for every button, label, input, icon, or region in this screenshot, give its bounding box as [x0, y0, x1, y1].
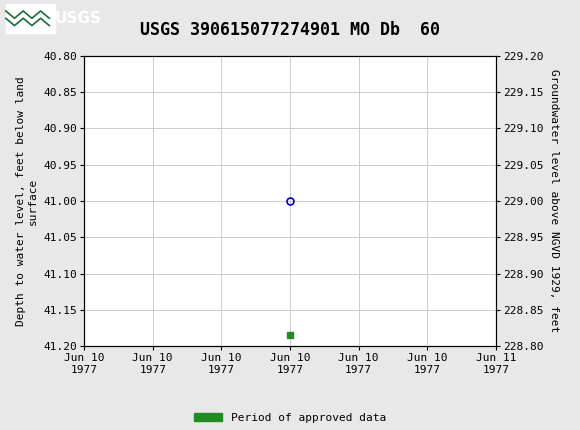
- FancyBboxPatch shape: [6, 3, 55, 33]
- Legend: Period of approved data: Period of approved data: [190, 409, 390, 428]
- Text: USGS 390615077274901 MO Db  60: USGS 390615077274901 MO Db 60: [140, 21, 440, 39]
- Y-axis label: Groundwater level above NGVD 1929, feet: Groundwater level above NGVD 1929, feet: [549, 69, 559, 333]
- Y-axis label: Depth to water level, feet below land
surface: Depth to water level, feet below land su…: [16, 76, 38, 326]
- Text: USGS: USGS: [55, 11, 102, 26]
